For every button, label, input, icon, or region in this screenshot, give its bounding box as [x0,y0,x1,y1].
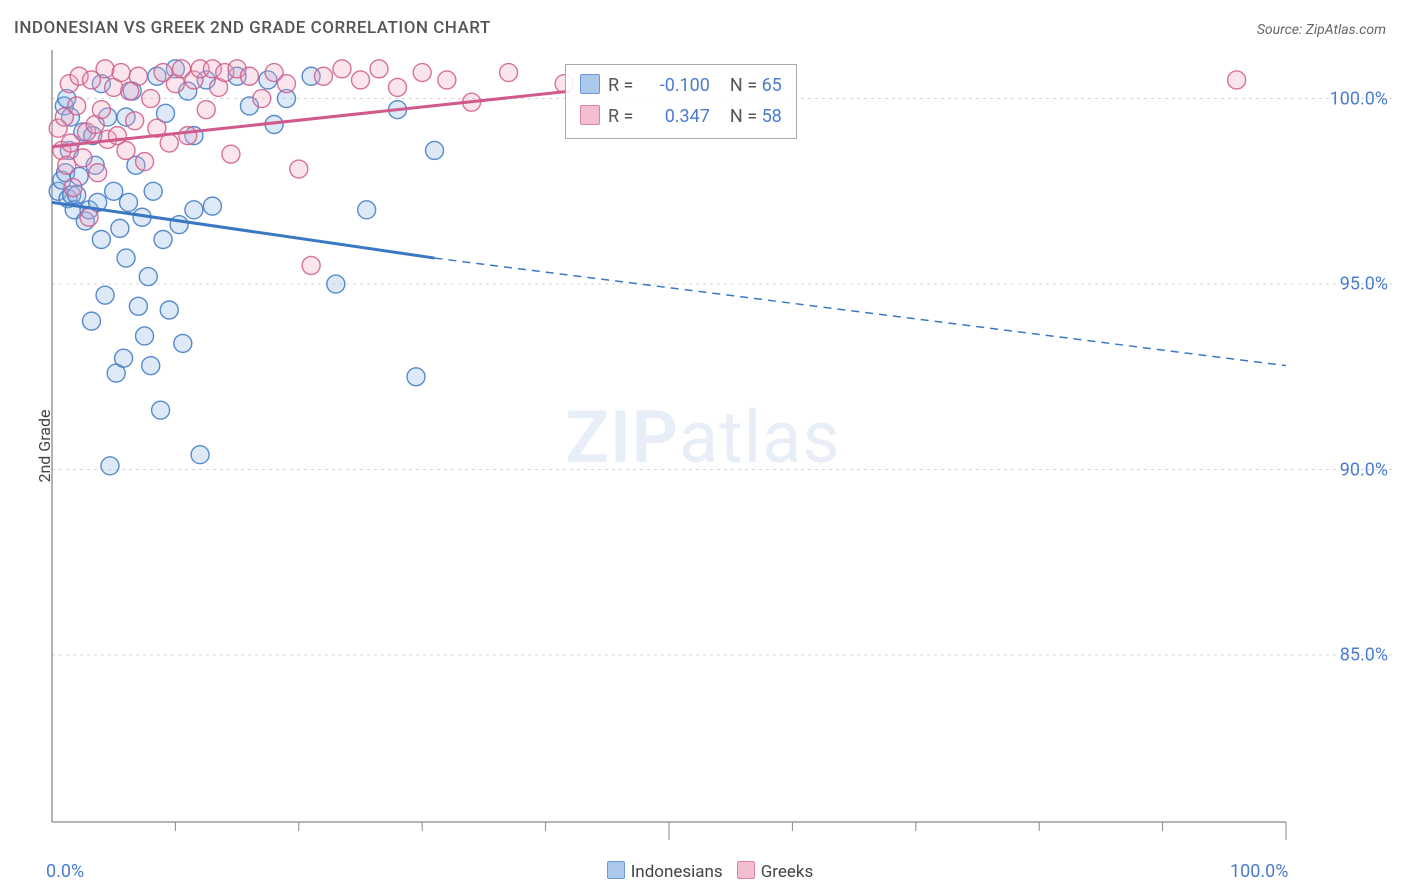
data-point-greeks [240,67,258,85]
data-point-indonesians [142,357,160,375]
data-point-greeks [277,75,295,93]
stats-swatch-greeks [580,105,600,125]
data-point-greeks [438,71,456,89]
data-point-indonesians [426,141,444,159]
data-point-indonesians [358,201,376,219]
data-point-indonesians [115,349,133,367]
x-tick-label: 0.0% [46,861,84,882]
data-point-greeks [352,71,370,89]
y-tick-label: 85.0% [1340,645,1388,666]
data-point-indonesians [82,312,100,330]
data-point-indonesians [111,219,129,237]
data-point-greeks [160,134,178,152]
data-point-greeks [302,256,320,274]
data-point-indonesians [117,249,135,267]
data-point-greeks [117,141,135,159]
data-point-greeks [314,67,332,85]
data-point-indonesians [129,297,147,315]
data-point-greeks [64,179,82,197]
data-point-greeks [92,101,110,119]
stats-row-greeks: R = 0.347 N = 58 [580,102,782,133]
data-point-greeks [333,60,351,78]
data-point-greeks [80,208,98,226]
trendline-dashed-indonesians [435,258,1286,366]
x-tick-label: 100.0% [1230,861,1288,882]
data-point-greeks [126,112,144,130]
y-tick-label: 90.0% [1340,459,1388,480]
data-point-greeks [129,67,147,85]
data-point-indonesians [170,216,188,234]
data-point-indonesians [203,197,221,215]
data-point-indonesians [96,286,114,304]
data-point-greeks [74,149,92,167]
data-point-indonesians [174,334,192,352]
trendline-indonesians [52,202,435,258]
data-point-indonesians [160,301,178,319]
r-value-greeks: 0.347 [638,102,710,133]
data-point-indonesians [139,268,157,286]
data-point-greeks [290,160,308,178]
n-value-indonesians: 65 [762,75,782,96]
data-point-indonesians [327,275,345,293]
data-point-greeks [179,127,197,145]
y-tick-label: 100.0% [1330,88,1388,109]
data-point-indonesians [191,446,209,464]
r-value-indonesians: -0.100 [638,71,710,102]
data-point-greeks [58,156,76,174]
data-point-greeks [389,78,407,96]
data-point-indonesians [120,193,138,211]
r-label: R = [608,106,638,127]
data-point-indonesians [152,401,170,419]
data-point-greeks [142,90,160,108]
data-point-greeks [253,90,271,108]
data-point-indonesians [92,231,110,249]
data-point-greeks [1228,71,1246,89]
data-point-greeks [136,153,154,171]
data-point-indonesians [185,201,203,219]
data-point-indonesians [154,231,172,249]
data-point-indonesians [144,182,162,200]
r-label: R = [608,75,638,96]
legend-swatch-greeks [737,861,755,879]
y-tick-label: 95.0% [1340,274,1388,295]
correlation-stats-box: R = -0.100 N = 65 R = 0.347 N = 58 [565,64,797,139]
data-point-greeks [413,64,431,82]
data-point-greeks [112,64,130,82]
data-point-greeks [370,60,388,78]
stats-row-indonesians: R = -0.100 N = 65 [580,71,782,102]
series-legend: Indonesians Greeks [0,861,1406,882]
n-label: N = [730,75,762,96]
data-point-indonesians [105,182,123,200]
stats-swatch-indonesians [580,74,600,94]
data-point-greeks [89,164,107,182]
data-point-indonesians [101,457,119,475]
data-point-indonesians [407,368,425,386]
n-label: N = [730,106,762,127]
data-point-greeks [197,101,215,119]
data-point-greeks [96,60,114,78]
legend-label-greeks: Greeks [761,862,814,882]
data-point-greeks [500,64,518,82]
legend-label-indonesians: Indonesians [631,862,723,882]
data-point-greeks [68,97,86,115]
data-point-indonesians [136,327,154,345]
legend-swatch-indonesians [607,861,625,879]
n-value-greeks: 58 [762,106,782,127]
data-point-greeks [222,145,240,163]
